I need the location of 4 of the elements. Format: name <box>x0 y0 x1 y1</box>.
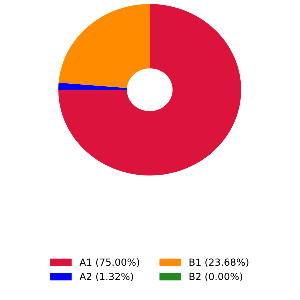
legend-label: A1 (75.00%) <box>80 258 140 268</box>
legend-label: B1 (23.68%) <box>190 258 249 268</box>
legend-label: A2 (1.32%) <box>80 272 134 282</box>
legend-label: B2 (0.00%) <box>190 272 242 282</box>
